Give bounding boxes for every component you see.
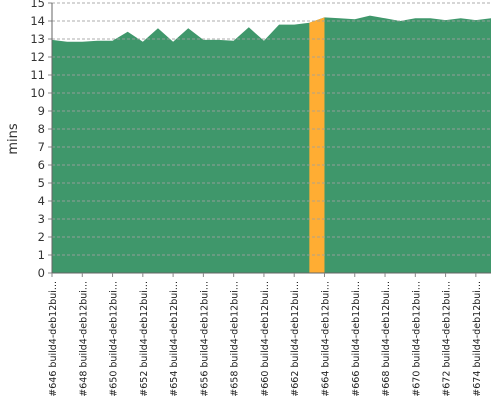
- y-axis-title: mins: [6, 123, 21, 155]
- x-tick-label: #674 build4-deb12bui...: [472, 281, 483, 397]
- x-tick-label: #650 build4-deb12bui...: [109, 281, 120, 397]
- y-tick-label: 7: [38, 140, 45, 154]
- x-tick-label: #668 build4-deb12bui...: [381, 281, 392, 397]
- y-tick-label: 3: [38, 212, 45, 226]
- y-tick-label: 14: [30, 14, 45, 28]
- x-tick-label: #648 build4-deb12bui...: [78, 281, 89, 397]
- duration-area-series: [52, 15, 491, 273]
- x-tick-label: #666 build4-deb12bui...: [351, 281, 362, 397]
- y-tick-label: 0: [38, 266, 45, 280]
- x-tick-label: #662 build4-deb12bui...: [290, 281, 301, 397]
- y-tick-label: 15: [30, 0, 45, 10]
- x-tick-label: #664 build4-deb12bui...: [320, 281, 331, 397]
- x-tick-label: #670 build4-deb12bui...: [411, 281, 422, 397]
- y-tick-label: 2: [38, 230, 45, 244]
- highlighted-build-area: [309, 17, 325, 274]
- y-tick-label: 13: [30, 32, 45, 46]
- y-tick-label: 11: [30, 68, 45, 82]
- x-tick-label: #654 build4-deb12bui...: [169, 281, 180, 397]
- y-tick-label: 6: [38, 158, 45, 172]
- y-tick-label: 12: [30, 50, 45, 64]
- y-tick-label: 5: [38, 176, 45, 190]
- x-tick-label: #660 build4-deb12bui...: [260, 281, 271, 397]
- x-tick-label: #656 build4-deb12bui...: [199, 281, 210, 397]
- y-tick-label: 4: [38, 194, 45, 208]
- x-tick-label: #652 build4-deb12bui...: [139, 281, 150, 397]
- y-tick-label: 8: [38, 122, 45, 136]
- x-tick-label: #646 build4-deb12bui...: [48, 281, 59, 397]
- y-tick-label: 10: [30, 86, 45, 100]
- x-tick-label: #658 build4-deb12bui...: [230, 281, 241, 397]
- y-tick-label: 9: [38, 104, 45, 118]
- x-tick-label: #672 build4-deb12bui...: [442, 281, 453, 397]
- y-tick-label: 1: [38, 248, 45, 262]
